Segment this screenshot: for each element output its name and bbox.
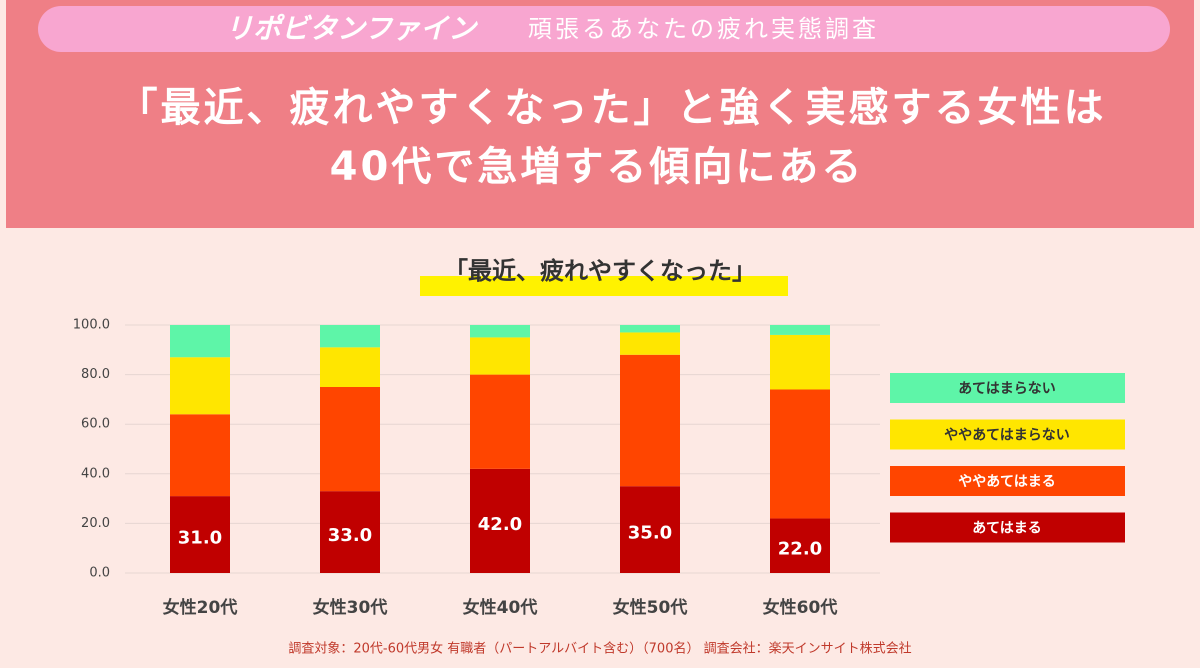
footnote: 調査対象：20代-60代男女 有職者（パートアルバイト含む）（700名） 調査会… — [288, 641, 911, 657]
bar-segment — [470, 325, 530, 338]
brand: リポビタンファイン — [225, 12, 478, 45]
title-highlight — [420, 276, 788, 296]
x-tick-label: 女性20代 — [163, 597, 238, 618]
legend-label: あてはまる — [972, 521, 1041, 537]
bar-segment — [320, 387, 380, 492]
bar-segment — [470, 374, 530, 469]
value-label: 22.0 — [778, 539, 822, 560]
y-tick-label: 20.0 — [81, 516, 110, 531]
legend-label: あてはまらない — [958, 381, 1055, 397]
y-tick-label: 100.0 — [73, 318, 110, 333]
x-tick-label: 女性30代 — [313, 597, 388, 618]
bar-segment — [770, 389, 830, 519]
legend-swatch — [890, 419, 1125, 450]
bar-segment — [170, 357, 230, 415]
value-label: 35.0 — [628, 523, 672, 544]
chart-title: 「最近、疲れやすくなった」 — [444, 257, 756, 285]
bar-segment — [320, 325, 380, 348]
x-tick-label: 女性50代 — [613, 597, 688, 618]
bar-segment — [620, 325, 680, 333]
legend-swatch — [890, 373, 1125, 403]
legend-label: ややあてはまらない — [944, 428, 1069, 444]
legend-swatch — [890, 512, 1125, 543]
y-tick-label: 0.0 — [89, 566, 110, 581]
bar-segment — [320, 491, 380, 573]
value-label: 42.0 — [478, 514, 522, 535]
bar-segment — [470, 468, 530, 573]
x-tick-label: 女性60代 — [763, 597, 838, 618]
value-label: 31.0 — [178, 528, 222, 549]
y-tick-label: 40.0 — [81, 466, 110, 481]
y-tick-label: 80.0 — [81, 367, 110, 382]
bar-segment — [620, 354, 680, 487]
banner — [38, 6, 1170, 52]
legend-swatch — [890, 466, 1125, 496]
bar-segment — [170, 325, 230, 358]
survey-title: 頑張るあなたの疲れ実態調査 — [528, 15, 879, 43]
value-label: 33.0 — [328, 525, 372, 546]
x-tick-label: 女性40代 — [463, 597, 538, 618]
headline: 「最近、疲れやすくなった」と強く実感する女性は — [118, 85, 1107, 131]
bar-segment — [320, 347, 380, 387]
bar-segment — [620, 332, 680, 355]
bar-segment — [620, 486, 680, 573]
bar-segment — [170, 414, 230, 497]
bar-segment — [770, 334, 830, 390]
bar-segment — [170, 496, 230, 573]
bar-segment — [770, 518, 830, 573]
bar-segment — [770, 325, 830, 335]
y-tick-label: 60.0 — [81, 417, 110, 432]
headline: 40代で急増する傾向にある — [330, 144, 865, 190]
legend-label: ややあてはまる — [958, 474, 1055, 490]
bar-segment — [470, 337, 530, 375]
